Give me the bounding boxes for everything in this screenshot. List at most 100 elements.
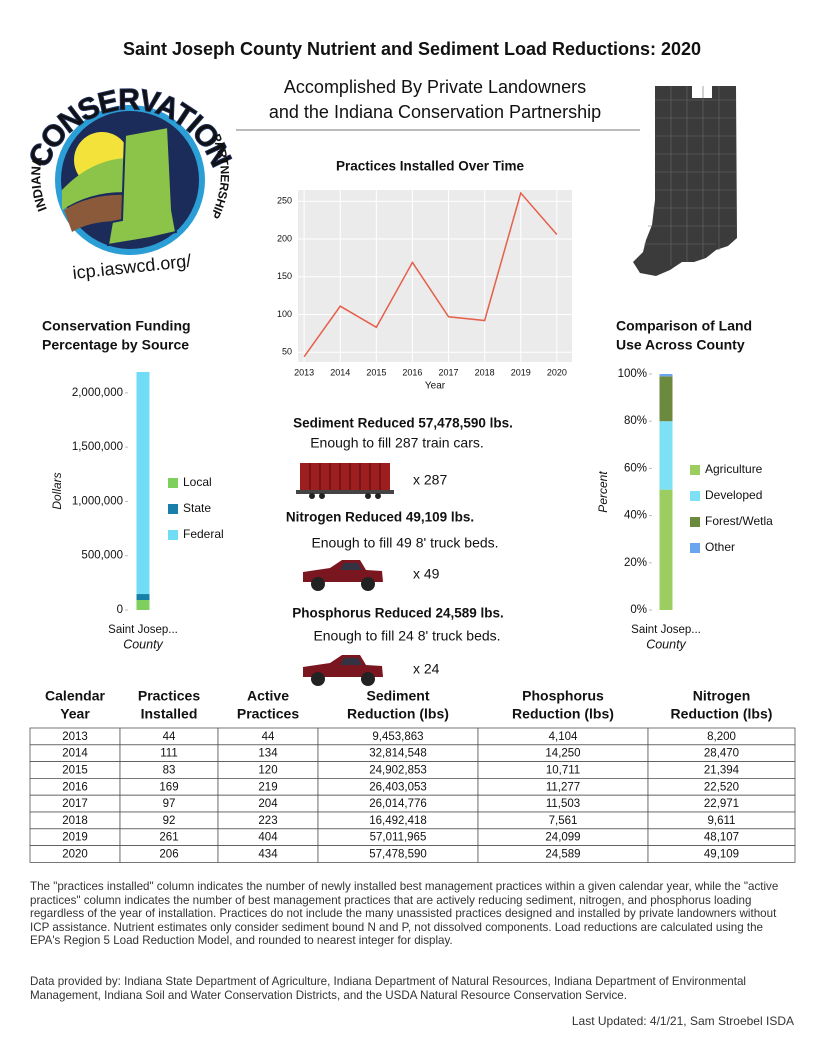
table-cell-text: 2018: [62, 815, 88, 827]
train-wheel: [319, 493, 325, 499]
truck-icon: [303, 560, 383, 591]
y-tick-label: 1,000,000: [72, 495, 123, 507]
legend-swatch: [168, 478, 178, 488]
legend-swatch: [690, 465, 700, 475]
truck-wheel: [311, 672, 325, 686]
table-cell-text: 9,453,863: [372, 731, 423, 743]
y-tick-label: 20%: [624, 557, 647, 569]
table-cell-text: 120: [258, 765, 277, 777]
legend-swatch: [168, 530, 178, 540]
table-cell-text: 2016: [62, 781, 88, 793]
state-map: [633, 86, 737, 276]
logo-url: icp.iaswcd.org/: [72, 251, 193, 283]
x-tick-label: 2014: [330, 367, 350, 377]
legend-label: Forest/Wetla: [705, 514, 773, 528]
table-cell-text: 7,561: [549, 815, 578, 827]
y-tick-label: 80%: [624, 415, 647, 427]
train-wheel: [309, 493, 315, 499]
x-axis-label: Year: [425, 381, 446, 392]
last-updated: Last Updated: 4/1/21, Sam Stroebel ISDA: [571, 1014, 794, 1028]
table-cell-text: 32,814,548: [369, 748, 427, 760]
table-header: Reduction (lbs): [347, 706, 449, 722]
truck-wheel: [361, 672, 375, 686]
train-frame: [296, 490, 394, 494]
table-header: Year: [60, 706, 90, 722]
table-cell-text: 4,104: [549, 731, 578, 743]
table-header: Phosphorus: [522, 688, 604, 704]
x-axis-label: County: [123, 637, 163, 651]
legend-swatch: [168, 504, 178, 514]
bar-segment: [136, 594, 150, 601]
x-tick-label: 2020: [547, 367, 567, 377]
stat-headline: Phosphorus Reduced 24,589 lbs.: [292, 606, 504, 621]
train-wheel: [365, 493, 371, 499]
bar-segment: [136, 600, 150, 610]
y-tick-label: 100: [277, 309, 292, 319]
table-cell-text: 49,109: [704, 849, 739, 861]
train-wheel: [375, 493, 381, 499]
x-axis-label: County: [646, 637, 686, 651]
table-cell-text: 2017: [62, 798, 88, 810]
logo: CONSERVATION INDIANA PARTNERSHIP icp.ias…: [22, 83, 238, 283]
table-header: Practices: [237, 706, 299, 722]
chart-title: Comparison of Land: [616, 318, 752, 334]
table-cell-text: 404: [258, 832, 278, 844]
table-cell-text: 28,470: [704, 748, 739, 760]
table-cell-text: 22,520: [704, 781, 739, 793]
table-cell-text: 2019: [62, 832, 88, 844]
table-cell-text: 10,711: [546, 765, 580, 777]
table-cell-text: 204: [258, 798, 278, 810]
x-tick-label: 2013: [294, 367, 314, 377]
table-header: Calendar: [45, 688, 105, 704]
table-cell-text: 223: [258, 815, 277, 827]
bar-segment: [659, 374, 673, 377]
y-tick-label: 40%: [624, 510, 647, 522]
stat-multiplier: x 49: [413, 566, 440, 582]
y-tick-label: 2,000,000: [72, 387, 123, 399]
table-cell-text: 44: [163, 731, 176, 743]
table-cell-text: 169: [159, 781, 178, 793]
plot-area: [298, 190, 572, 362]
stat-headline: Sediment Reduced 57,478,590 lbs.: [293, 416, 513, 431]
table-cell-text: 44: [262, 731, 275, 743]
x-tick-label: 2015: [366, 367, 386, 377]
truck-icon: [303, 655, 383, 686]
legend-label: State: [183, 501, 211, 515]
table-cell-text: 219: [258, 781, 277, 793]
table-cell-text: 11,503: [546, 798, 580, 810]
table-header: Reduction (lbs): [512, 706, 614, 722]
y-axis-label: Percent: [596, 471, 610, 513]
table-cell-text: 2015: [62, 765, 88, 777]
stat-multiplier: x 24: [413, 661, 440, 677]
y-tick-label: 60%: [624, 462, 647, 474]
y-tick-label: 250: [277, 196, 292, 206]
bar-segment: [659, 421, 673, 490]
legend-swatch: [690, 517, 700, 527]
y-tick-label: 100%: [618, 368, 647, 380]
stat-detail: Enough to fill 49 8' truck beds.: [311, 535, 498, 551]
logo-state: [106, 125, 178, 247]
table-cell-text: 9,611: [708, 815, 736, 827]
table-cell-text: 134: [258, 748, 278, 760]
table-cell-text: 111: [160, 748, 177, 760]
chart-title: Practices Installed Over Time: [336, 159, 525, 174]
table-cell-text: 26,014,776: [369, 798, 427, 810]
table-cell-text: 48,107: [704, 832, 739, 844]
table-cell-text: 16,492,418: [369, 815, 427, 827]
legend-label: Developed: [705, 488, 762, 502]
legend-label: Federal: [183, 527, 224, 541]
table-cell-text: 2013: [62, 731, 88, 743]
table-cell-text: 24,589: [545, 849, 580, 861]
legend-label: Local: [183, 475, 212, 489]
table-cell-text: 8,200: [707, 731, 736, 743]
truck-body: [303, 655, 383, 677]
x-tick-label: Saint Josep...: [631, 624, 701, 636]
y-axis-label: Dollars: [50, 472, 64, 509]
table-cell-text: 57,478,590: [369, 849, 427, 861]
y-tick-label: 1,500,000: [72, 441, 123, 453]
table-cell-text: 97: [163, 798, 176, 810]
methodology-note: The "practices installed" column indicat…: [30, 880, 779, 947]
bar-segment: [136, 372, 150, 595]
bar-segment: [659, 376, 673, 422]
